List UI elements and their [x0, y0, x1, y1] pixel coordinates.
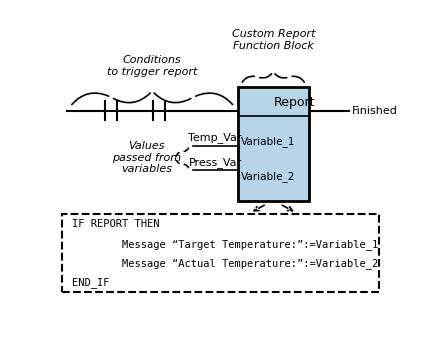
Text: Conditions
to trigger report: Conditions to trigger report [107, 55, 197, 77]
Bar [62, 214, 378, 292]
Text: Variable_2: Variable_2 [241, 171, 295, 182]
Text: Custom Report
Function Block: Custom Report Function Block [232, 29, 315, 51]
Text: Message “Actual Temperature:”:=Variable_2: Message “Actual Temperature:”:=Variable_… [72, 258, 378, 269]
Text: IF REPORT THEN: IF REPORT THEN [72, 219, 159, 229]
Text: Variable_1: Variable_1 [241, 136, 295, 147]
Text: Press_Var: Press_Var [189, 157, 242, 168]
Text: Finished: Finished [352, 105, 398, 116]
Text: Temp_Var: Temp_Var [188, 132, 242, 144]
Bar [238, 87, 309, 201]
Text: Message “Target Temperature:”:=Variable_1: Message “Target Temperature:”:=Variable_… [72, 239, 378, 250]
Text: Report: Report [273, 96, 315, 109]
Text: END_IF: END_IF [72, 277, 109, 288]
Text: Values
passed from
variables: Values passed from variables [112, 141, 181, 175]
